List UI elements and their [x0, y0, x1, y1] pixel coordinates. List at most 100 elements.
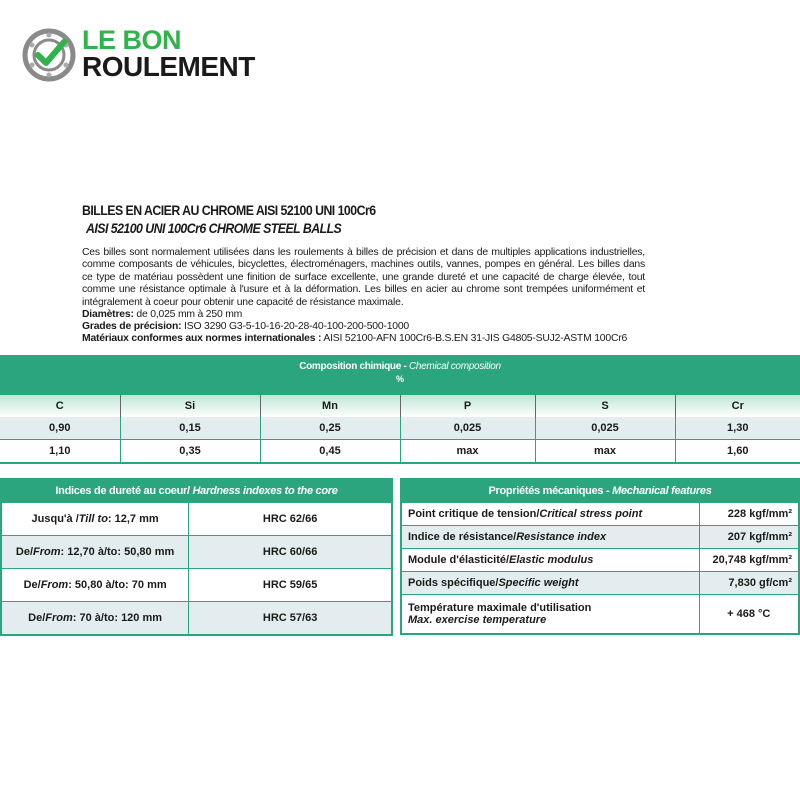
property-en: Resistance index	[516, 531, 607, 543]
title-en: AISI 52100 UNI 100Cr6 CHROME STEEL BALLS	[86, 220, 342, 236]
property-en: Max. exercise temperature	[408, 614, 547, 626]
property-fr: Poids spécifique/	[408, 577, 499, 589]
table-row: Module d'élasticité/Elastic modulus 20,74…	[402, 548, 798, 572]
range-value: : 50,80 à/to: 70 mm	[68, 579, 167, 591]
table-cell: 0,35	[119, 439, 260, 464]
mechanical-title-en: Mechanical features	[612, 485, 712, 497]
spec-grades: Grades de précision: ISO 3290 G3-5-10-16…	[82, 321, 409, 333]
property-en: Elastic modulus	[509, 554, 594, 566]
size-range: De/From: 70 à/to: 120 mm	[2, 601, 189, 634]
spec-diameters: Diamètres: de 0,025 mm à 250 mm	[82, 309, 242, 321]
table-cell: 0,45	[259, 439, 400, 464]
range-label-en: Till to	[78, 513, 108, 525]
range-value: : 12,70 à/to: 50,80 mm	[60, 546, 175, 558]
table-cell: max	[534, 439, 675, 464]
property-label: Poids spécifique/Specific weight	[402, 571, 699, 595]
size-range: Jusqu'à /Till to: 12,7 mm	[2, 502, 189, 536]
table-cell: 1,10	[0, 439, 120, 464]
property-label: Module d'élasticité/Elastic modulus	[402, 548, 699, 572]
property-value: + 468 °C	[698, 594, 798, 633]
range-label: De/	[28, 612, 46, 624]
table-cell: 0,025	[534, 417, 675, 440]
spec-label: Diamètres:	[82, 309, 134, 320]
table-row: 1,10 0,35 0,45 max max 1,60	[0, 439, 800, 464]
property-fr: Point critique de tension/	[408, 508, 540, 520]
property-fr: Module d'élasticité/	[408, 554, 510, 566]
composition-title-en: Chemical composition	[408, 361, 501, 372]
mechanical-title-fr: Propriétés mécaniques -	[488, 485, 613, 497]
hardness-title-en: Hardness indexes to the core	[192, 485, 338, 497]
table-row: De/From: 50,80 à/to: 70 mm HRC 59/65	[2, 568, 391, 602]
table-cell: max	[399, 439, 535, 464]
hardness-header: Indices de dureté au coeur/ Hardness ind…	[2, 480, 391, 502]
table-cell: 0,90	[0, 417, 120, 440]
spec-value: ISO 3290 G3-5-10-16-20-28-40-100-200-500…	[181, 321, 410, 332]
mechanical-header: Propriétés mécaniques - Mechanical featu…	[402, 480, 798, 502]
property-label: Indice de résistance/Resistance index	[402, 525, 699, 549]
range-label-en: From	[33, 546, 61, 558]
column-header: C	[0, 395, 120, 417]
size-range: De/From: 12,70 à/to: 50,80 mm	[2, 535, 189, 569]
property-value: 228 kgf/mm²	[698, 502, 798, 526]
table-row: De/From: 12,70 à/to: 50,80 mm HRC 60/66	[2, 535, 391, 569]
table-row: 0,90 0,15 0,25 0,025 0,025 1,30	[0, 417, 800, 440]
table-cell: 0,025	[399, 417, 535, 440]
range-value: : 70 à/to: 120 mm	[72, 612, 163, 624]
composition-header: Composition chimique - Chemical composit…	[0, 355, 800, 395]
property-value: 7,830 gf/cm²	[698, 571, 798, 595]
range-label: Jusqu'à /	[31, 513, 79, 525]
table-cell: 1,60	[674, 439, 800, 464]
table-header-row: C Si Mn P S Cr	[0, 395, 800, 417]
column-header: Si	[119, 395, 260, 417]
table-row: Indice de résistance/Resistance index 207…	[402, 525, 798, 549]
property-en: Specific weight	[498, 577, 579, 589]
table-row: De/From: 70 à/to: 120 mm HRC 57/63	[2, 601, 391, 634]
spec-label: Grades de précision:	[82, 321, 182, 332]
range-label-en: From	[45, 612, 73, 624]
table-row: Température maximale d'utilisation Max. e…	[402, 594, 798, 633]
property-value: 207 kgf/mm²	[698, 525, 798, 549]
hardness-value: HRC 59/65	[188, 568, 391, 602]
range-label: De/	[15, 546, 34, 558]
property-label: Température maximale d'utilisation Max. e…	[402, 594, 699, 633]
spec-value: de 0,025 mm à 250 mm	[133, 309, 243, 320]
logo-line2: ROULEMENT	[82, 51, 255, 82]
property-fr: Température maximale d'utilisation	[408, 602, 592, 614]
spec-materials: Matériaux conformes aux normes internati…	[82, 333, 627, 345]
range-value: : 12,7 mm	[107, 513, 159, 525]
table-row: Point critique de tension/Critical stres…	[402, 502, 798, 526]
column-header: S	[534, 395, 675, 417]
range-label: De/	[23, 579, 41, 591]
table-cell: 1,30	[674, 417, 800, 440]
spec-label: Matériaux conformes aux normes internati…	[82, 333, 322, 344]
table-row: Poids spécifique/Specific weight 7,830 gf…	[402, 571, 798, 595]
title-fr: BILLES EN ACIER AU CHROME AISI 52100 UNI…	[82, 202, 376, 218]
logo: LE BON ROULEMENT	[22, 26, 302, 86]
hardness-value: HRC 57/63	[188, 601, 391, 634]
size-range: De/From: 50,80 à/to: 70 mm	[2, 568, 189, 602]
composition-title-fr: Composition chimique -	[299, 361, 409, 372]
hardness-title-fr: Indices de dureté au coeur/	[55, 485, 193, 497]
spec-value: AISI 52100-AFN 100Cr6-B.S.EN 31-JIS G480…	[321, 333, 628, 344]
table-cell: 0,25	[259, 417, 400, 440]
mechanical-table: Propriétés mécaniques - Mechanical featu…	[400, 478, 800, 635]
bearing-check-icon	[22, 28, 76, 82]
column-header: Cr	[674, 395, 800, 417]
property-fr: Indice de résistance/	[408, 531, 517, 543]
table-row: Jusqu'à /Till to: 12,7 mm HRC 62/66	[2, 502, 391, 536]
description: Ces billes sont normalement utilisées da…	[82, 247, 645, 308]
property-value: 20,748 kgf/mm²	[698, 548, 798, 572]
hardness-table: Indices de dureté au coeur/ Hardness ind…	[0, 478, 393, 636]
table-cell: 0,15	[119, 417, 260, 440]
column-header: P	[399, 395, 535, 417]
property-en: Critical stress point	[539, 508, 643, 520]
logo-line1: LE BON	[82, 25, 182, 55]
property-label: Point critique de tension/Critical stres…	[402, 502, 699, 526]
range-label-en: From	[40, 579, 69, 591]
hardness-value: HRC 60/66	[188, 535, 391, 569]
hardness-value: HRC 62/66	[188, 502, 391, 536]
composition-unit: %	[395, 374, 404, 384]
composition-table: C Si Mn P S Cr 0,90 0,15 0,25 0,025 0,02…	[0, 395, 800, 464]
column-header: Mn	[259, 395, 400, 417]
